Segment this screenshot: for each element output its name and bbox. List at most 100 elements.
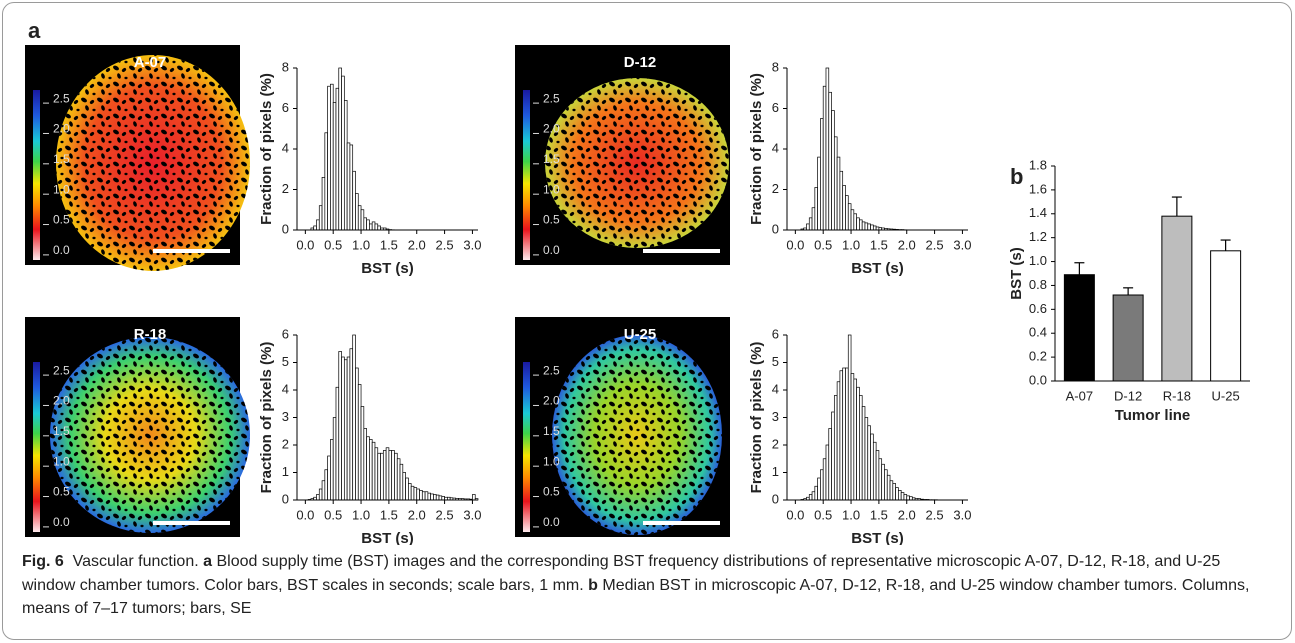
histogram-bar	[377, 452, 381, 501]
x-tick-label: R-18	[1163, 388, 1191, 403]
histogram-bar	[842, 367, 846, 501]
colorbar-tick-label: 0.0	[53, 515, 70, 529]
colorbar-tick-label: 2.5	[543, 91, 560, 105]
y-tick-label: 1.8	[1029, 157, 1047, 172]
panel-label: b	[1010, 164, 1023, 189]
histogram-bar	[341, 75, 345, 231]
y-tick-label: 0.2	[1029, 349, 1047, 364]
colorbar-tick-label: 0.5	[53, 213, 70, 227]
histogram-bar	[360, 209, 365, 231]
histogram-bar	[327, 85, 331, 231]
histogram-bar	[327, 455, 331, 501]
histogram-bar	[845, 195, 849, 231]
histogram-bar	[419, 490, 423, 501]
histogram-bar	[808, 217, 813, 231]
histogram-bar	[346, 142, 351, 231]
histogram-bar	[847, 334, 852, 501]
colorbar-tick-label: 1.5	[543, 424, 560, 438]
x-tick-label: 1.5	[380, 237, 398, 252]
histogram-bar	[836, 381, 841, 501]
colorbar-tick-label: 0.5	[53, 485, 70, 499]
bar	[1210, 250, 1242, 382]
histogram-bar	[842, 185, 846, 231]
caption-text: Blood supply time (BST) images and the c…	[22, 553, 1221, 594]
x-tick-label: 2.5	[436, 237, 454, 252]
y-tick-label: 1	[282, 464, 289, 479]
caption: Fig. 6 Vascular function. a Blood supply…	[22, 550, 1277, 621]
x-tick-label: 1.0	[842, 237, 860, 252]
histogram-bar	[811, 491, 816, 501]
vessel-network-mask	[552, 335, 722, 535]
y-tick-label: 3	[282, 409, 289, 424]
histogram-bar	[828, 428, 832, 501]
y-tick-label: 1.0	[1029, 253, 1047, 268]
y-tick-label: 1.4	[1029, 205, 1047, 220]
histogram-bar	[338, 351, 342, 501]
y-tick-label: 0	[772, 221, 779, 236]
colorbar-tick-label: 0.0	[543, 515, 560, 529]
colorbar-tick-label: 1.5	[543, 152, 560, 166]
y-tick-label: 0	[772, 491, 779, 506]
histogram-bar	[357, 205, 362, 231]
x-tick-label: 0.0	[786, 237, 804, 252]
y-tick-label: 4	[282, 140, 289, 155]
histogram-bar	[424, 491, 429, 501]
histogram-bar	[413, 487, 418, 501]
y-tick-label: 8	[772, 59, 779, 74]
histogram-bar	[374, 447, 379, 501]
histogram-bar	[822, 85, 827, 231]
x-tick-label: 1.5	[870, 507, 888, 522]
x-tick-label: U-25	[1212, 388, 1240, 403]
caption-title: Vascular function.	[72, 553, 199, 570]
histogram-bar	[421, 491, 426, 501]
x-tick-label: 1.5	[380, 507, 398, 522]
y-tick-label: 0	[282, 221, 289, 236]
histogram-bar	[435, 494, 440, 501]
y-tick-label: 4	[772, 381, 779, 396]
histogram-bar	[388, 450, 393, 501]
colorbar-tick-label: 0.0	[543, 243, 560, 257]
histogram-bar	[870, 224, 874, 231]
histogram-bar	[825, 67, 830, 231]
histogram-bar	[884, 469, 888, 501]
histogram-bar	[831, 411, 835, 501]
histogram-bar	[380, 452, 384, 501]
y-tick-label: 2	[772, 181, 779, 196]
histogram-bar	[374, 223, 379, 231]
colorbar-tick-label: 2.0	[53, 122, 70, 136]
y-tick-label: 8	[282, 59, 289, 74]
histogram-bar	[324, 132, 328, 231]
histogram-bar	[330, 83, 334, 231]
histogram-bar	[872, 225, 877, 231]
histogram-bar	[396, 458, 401, 501]
vessel-network-mask	[56, 55, 250, 271]
histogram-bar	[408, 483, 412, 501]
image-label: A-07	[134, 54, 167, 71]
histogram-bar	[898, 490, 902, 501]
y-tick-label: 0.6	[1029, 301, 1047, 316]
histogram-bar	[845, 367, 849, 501]
histogram-bar	[343, 359, 348, 501]
histogram-bar	[391, 450, 395, 501]
x-tick-label: 2.0	[898, 237, 916, 252]
y-tick-label: 0.0	[1029, 372, 1047, 387]
histogram-bar	[402, 472, 406, 501]
histogram-bar	[906, 495, 910, 501]
histogram-bar	[363, 428, 367, 501]
colorbar-tick-label: 0.5	[543, 485, 560, 499]
x-tick-label: 3.0	[463, 507, 481, 522]
panel-label: a	[28, 18, 41, 43]
colorbar-tick-label: 2.5	[543, 363, 560, 377]
colorbar-tick-label: 1.0	[543, 454, 560, 468]
histogram-bar	[875, 450, 880, 501]
histogram-bar	[895, 487, 899, 501]
histogram-bar	[814, 485, 818, 501]
histogram-bar	[872, 441, 877, 501]
histogram-bar	[399, 463, 404, 501]
histogram-bar	[831, 110, 835, 231]
histogram-bar	[836, 156, 841, 231]
histogram-bar	[847, 203, 852, 231]
y-tick-label: 6	[772, 326, 779, 341]
